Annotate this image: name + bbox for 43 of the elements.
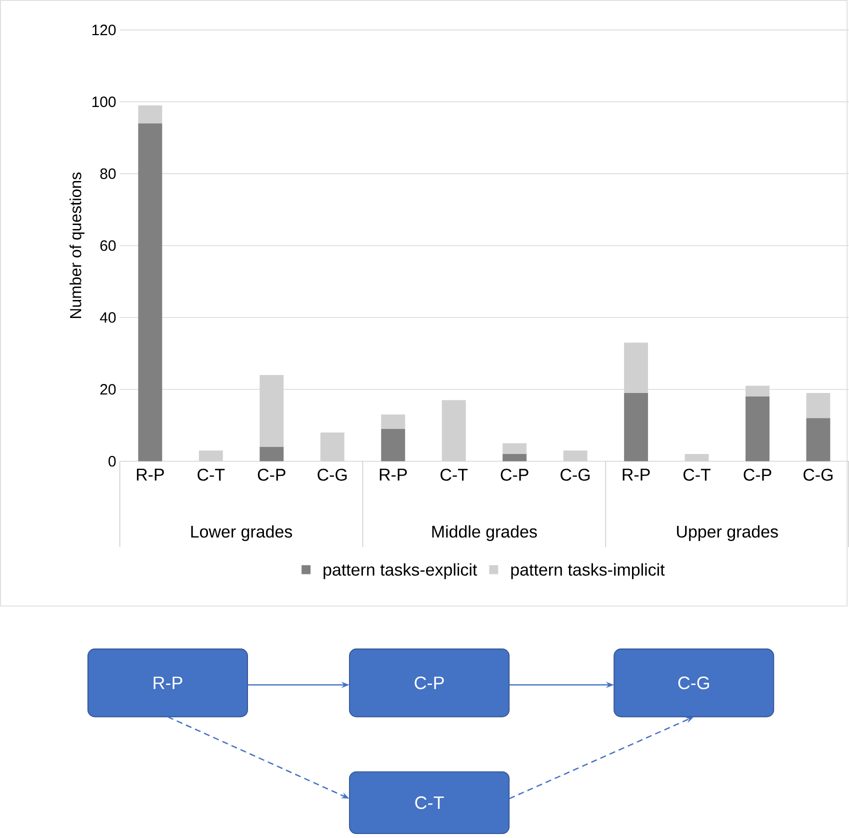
- legend-label: pattern tasks-implicit: [511, 563, 665, 580]
- y-tick-label: 0: [108, 456, 116, 467]
- legend-label: pattern tasks-explicit: [324, 563, 478, 580]
- bar: [624, 342, 648, 394]
- x-tick-label: R-P: [622, 468, 650, 481]
- y-tick-label: 100: [92, 96, 116, 108]
- x-tick-label: C-G: [560, 468, 590, 481]
- text: R-P: [154, 676, 182, 690]
- x-tick-label: C-G: [804, 468, 833, 481]
- text: Upper grades: [677, 525, 778, 542]
- x-tick-label: R-P: [380, 468, 407, 481]
- x-tick-label: C-G: [318, 468, 347, 481]
- y-tick-label: 20: [100, 384, 116, 395]
- bar: [746, 396, 770, 462]
- bar: [806, 393, 830, 418]
- bar: [381, 414, 406, 430]
- bar: [260, 447, 284, 462]
- x-tick-label: R-P: [136, 468, 164, 481]
- x-tick-label: C-P: [744, 468, 772, 481]
- text: C-G: [678, 676, 709, 690]
- text: C-T: [415, 796, 444, 810]
- bar: [260, 375, 284, 448]
- bar: [381, 429, 406, 462]
- x-tick-label: C-P: [500, 468, 528, 481]
- x-tick-label: C-T: [198, 468, 225, 481]
- y-tick-label: 60: [100, 240, 116, 252]
- bar: [624, 393, 648, 462]
- y-tick-label: 80: [100, 168, 116, 180]
- bar: [502, 443, 527, 454]
- bar: [806, 418, 830, 462]
- text: Middle grades: [432, 525, 537, 542]
- bar: [138, 124, 162, 462]
- x-tick-label: C-P: [258, 468, 286, 481]
- y-tick-label: 40: [100, 312, 116, 323]
- y-axis-title: Number of questions: [70, 172, 84, 318]
- text: C-P: [414, 676, 444, 690]
- text: Lower grades: [191, 525, 292, 542]
- x-tick-label: C-T: [684, 468, 711, 481]
- bar: [746, 386, 770, 397]
- bar: [138, 106, 162, 124]
- y-tick-label: 120: [92, 24, 116, 36]
- bar: [502, 454, 527, 462]
- x-tick-label: C-T: [440, 468, 468, 481]
